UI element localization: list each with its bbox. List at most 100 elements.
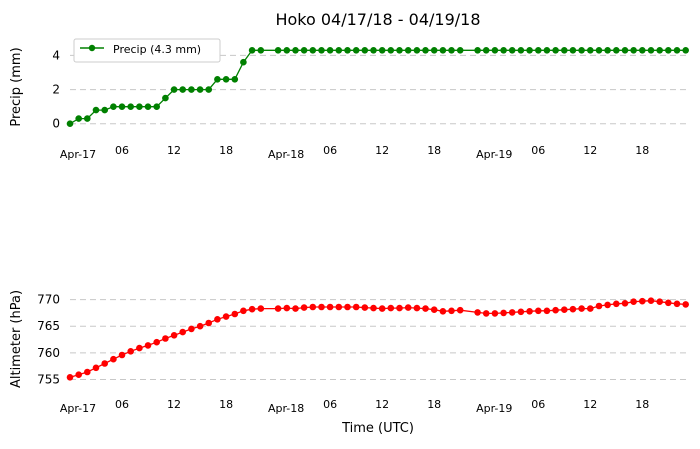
altimeter-data-point — [387, 304, 395, 312]
altimeter-data-point — [456, 306, 464, 314]
altimeter-x-tick-label: 06 — [531, 398, 545, 411]
precip-data-point — [144, 103, 152, 110]
precip-x-tick-label: 18 — [427, 144, 441, 157]
altimeter-x-tick-label: 18 — [219, 398, 233, 411]
altimeter-data-point — [179, 328, 186, 336]
altimeter-data-point — [75, 371, 82, 379]
precip-data-point — [491, 47, 499, 54]
precip-data-point — [118, 103, 126, 110]
precip-data-point — [613, 47, 620, 54]
altimeter-series-line — [69, 300, 686, 378]
altimeter-data-point — [240, 307, 247, 315]
altimeter-data-point — [404, 304, 412, 311]
precip-data-point — [639, 47, 646, 54]
altimeter-data-point — [430, 306, 438, 314]
altimeter-x-tick-label: 06 — [323, 398, 337, 411]
altimeter-y-tick-label: 770 — [37, 293, 60, 307]
precip-data-point — [257, 47, 265, 54]
altimeter-data-point — [127, 348, 134, 355]
altimeter-data-point — [222, 313, 230, 320]
altimeter-data-point — [378, 305, 386, 312]
altimeter-x-tick-label: 18 — [427, 398, 441, 411]
precip-x-tick-label: 18 — [219, 144, 233, 157]
precip-data-point — [92, 106, 100, 114]
altimeter-x-tick-label: 18 — [635, 398, 649, 411]
altimeter-data-point — [101, 360, 108, 367]
altimeter-data-point — [448, 307, 455, 315]
altimeter-y-axis-label: Altimeter (hPa) — [9, 290, 24, 388]
altimeter-data-point — [196, 322, 204, 330]
chart-title: Hoko 04/17/18 - 04/19/18 — [275, 10, 480, 29]
altimeter-data-point — [673, 300, 681, 308]
altimeter-data-point — [543, 307, 551, 315]
precip-data-point — [361, 47, 369, 54]
precip-x-tick-labels: Apr-17 06 12 18 Apr-18 06 12 18 Apr-19 06 12 18 — [60, 144, 649, 161]
altimeter-data-point — [604, 301, 611, 309]
altimeter-y-tick-labels: 755 760 765 770 — [37, 293, 60, 387]
precip-data-point — [569, 47, 577, 54]
altimeter-data-point — [595, 302, 603, 310]
precip-data-point — [621, 47, 629, 54]
precip-data-point — [335, 47, 343, 54]
precip-x-tick-label: 06 — [531, 144, 545, 157]
precip-data-point — [456, 47, 464, 54]
altimeter-data-point — [474, 309, 481, 316]
precip-data-point — [561, 47, 568, 54]
altimeter-data-point — [257, 305, 265, 312]
precip-data-point — [448, 47, 455, 54]
precip-data-point — [673, 47, 681, 54]
altimeter-data-point — [613, 300, 620, 308]
precip-data-point — [274, 47, 282, 54]
precip-data-point — [283, 47, 291, 54]
altimeter-y-tick-label: 760 — [37, 346, 60, 360]
altimeter-data-point — [491, 310, 499, 317]
precip-data-point — [84, 115, 91, 122]
precip-data-point — [188, 86, 195, 93]
precip-x-tick-label: Apr-17 — [60, 148, 96, 161]
precip-data-point — [396, 47, 403, 54]
altimeter-data-point — [188, 325, 195, 333]
precip-data-point — [508, 47, 516, 54]
precip-data-point — [162, 94, 169, 102]
precip-data-point — [482, 47, 490, 54]
altimeter-data-point — [66, 374, 74, 381]
precip-grid — [70, 54, 690, 125]
precip-x-tick-label: 06 — [323, 144, 337, 157]
precip-data-point — [378, 47, 386, 54]
altimeter-data-point — [500, 309, 507, 317]
precip-data-point — [439, 47, 447, 54]
precip-data-point — [344, 47, 351, 54]
altimeter-data-point — [587, 305, 594, 312]
precip-y-tick-label: 4 — [52, 48, 60, 62]
precip-data-point — [682, 47, 689, 54]
altimeter-data-point — [136, 344, 143, 352]
altimeter-data-point — [274, 305, 282, 312]
altimeter-data-point — [283, 304, 291, 312]
precip-data-point — [543, 47, 551, 54]
altimeter-data-point — [439, 308, 447, 315]
precip-data-point — [595, 47, 603, 54]
precip-x-tick-label: 12 — [583, 144, 597, 157]
precip-x-tick-label: Apr-18 — [268, 148, 304, 161]
altimeter-data-point — [170, 332, 178, 339]
altimeter-data-point — [535, 307, 542, 315]
precip-data-point — [326, 47, 334, 54]
precip-data-point — [231, 76, 239, 83]
altimeter-data-point — [318, 303, 325, 311]
altimeter-data-point — [352, 303, 360, 311]
precip-data-point — [75, 115, 82, 122]
legend-marker-swatch — [88, 44, 96, 52]
precip-data-point — [110, 103, 117, 110]
altimeter-data-point — [682, 301, 689, 308]
precip-data-point — [352, 47, 360, 54]
altimeter-data-point — [361, 304, 369, 311]
precip-data-point — [647, 47, 655, 54]
precip-data-point — [552, 47, 559, 54]
altimeter-data-point — [665, 299, 672, 307]
precip-data-point — [474, 47, 481, 54]
altimeter-data-point — [370, 304, 377, 312]
precip-data-point — [214, 76, 221, 83]
altimeter-data-point — [110, 355, 117, 363]
